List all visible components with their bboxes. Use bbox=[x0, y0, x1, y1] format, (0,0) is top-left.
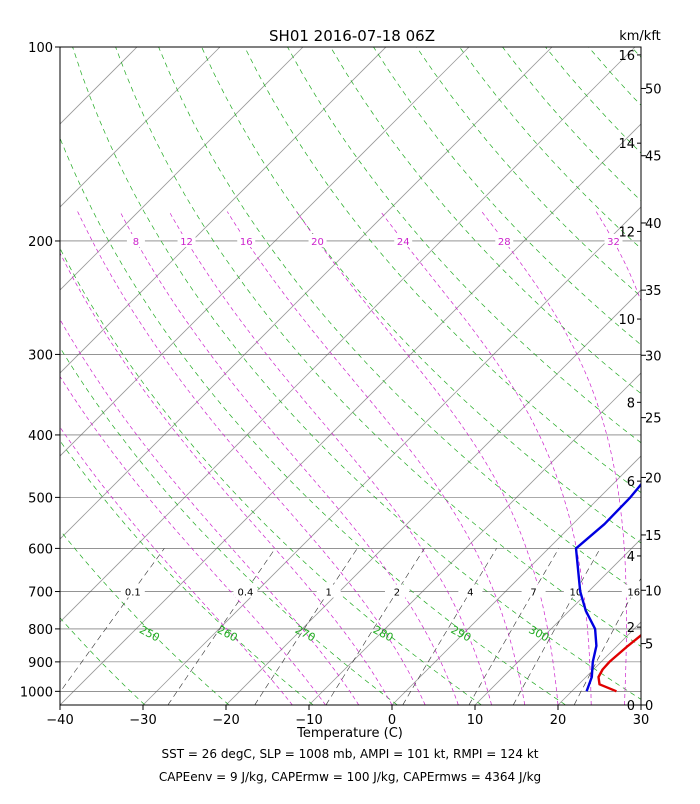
isotherm-line bbox=[143, 47, 700, 705]
dry-adiabat-line bbox=[632, 47, 700, 705]
kft-tick-label: 25 bbox=[645, 412, 662, 427]
moist-adiabat-label: 16 bbox=[240, 237, 253, 248]
isotherm-line bbox=[60, 47, 700, 705]
kft-tick-label: 0 bbox=[645, 699, 653, 714]
kft-tick-label: 30 bbox=[645, 349, 662, 364]
kft-tick-label: 50 bbox=[645, 82, 662, 97]
mixing-ratio-label: 4 bbox=[467, 588, 473, 599]
moist-adiabat-label: 20 bbox=[311, 237, 324, 248]
pressure-tick-label: 1000 bbox=[20, 685, 53, 700]
isotherm-line bbox=[641, 47, 700, 705]
pressure-tick-label: 900 bbox=[28, 656, 53, 671]
km-tick-label: 10 bbox=[618, 313, 635, 328]
mixing-ratio-label: 16 bbox=[627, 588, 640, 599]
kft-tick-label: 15 bbox=[645, 529, 662, 544]
height-axis-label: km/kft bbox=[619, 29, 661, 44]
moist-adiabat-label: 24 bbox=[397, 237, 410, 248]
x-tick-label: 20 bbox=[550, 713, 567, 728]
isotherm-line bbox=[475, 47, 700, 705]
kft-tick-label: 45 bbox=[645, 150, 662, 165]
pressure-tick-label: 200 bbox=[28, 235, 53, 250]
km-tick-label: 12 bbox=[618, 225, 635, 240]
pressure-tick-label: 500 bbox=[28, 491, 53, 506]
pressure-tick-label: 300 bbox=[28, 348, 53, 363]
isotherm-line bbox=[0, 47, 220, 705]
pressure-tick-label: 100 bbox=[28, 41, 53, 56]
kft-tick-label: 5 bbox=[645, 638, 653, 653]
x-tick-label: −30 bbox=[129, 713, 156, 728]
moist-adiabat-label: 12 bbox=[180, 237, 193, 248]
isotherm-line bbox=[0, 47, 552, 705]
km-tick-label: 4 bbox=[627, 550, 635, 565]
dry-adiabat-line bbox=[0, 47, 313, 705]
mixing-ratio-label: 1 bbox=[325, 588, 331, 599]
km-tick-label: 2 bbox=[627, 621, 635, 636]
kft-tick-label: 35 bbox=[645, 284, 662, 299]
plot-frame bbox=[60, 47, 641, 705]
pressure-tick-label: 800 bbox=[28, 623, 53, 638]
isotherm-line bbox=[0, 47, 386, 705]
dry-adiabat-line bbox=[503, 47, 700, 705]
mixing-ratio-label: 7 bbox=[530, 588, 536, 599]
moist-adiabat-line bbox=[120, 212, 458, 706]
kft-tick-label: 40 bbox=[645, 217, 662, 232]
mixing-ratio-label: 0.1 bbox=[125, 588, 141, 599]
dry-adiabat-line bbox=[0, 47, 145, 705]
x-tick-label: −40 bbox=[46, 713, 73, 728]
km-tick-label: 14 bbox=[618, 137, 635, 152]
kft-tick-label: 20 bbox=[645, 471, 662, 486]
dry-adiabat-line bbox=[675, 47, 700, 705]
km-tick-label: 6 bbox=[627, 475, 635, 490]
dry-adiabat-line bbox=[0, 47, 229, 705]
isotherm-line bbox=[0, 47, 137, 705]
x-tick-label: 30 bbox=[633, 713, 650, 728]
footer-line-1: SST = 26 degC, SLP = 1008 mb, AMPI = 101… bbox=[161, 747, 538, 761]
isotherm-line bbox=[0, 47, 469, 705]
dry-adiabat-line bbox=[30, 47, 566, 705]
kft-tick-label: 10 bbox=[645, 584, 662, 599]
pressure-tick-label: 600 bbox=[28, 542, 53, 557]
pressure-tick-label: 400 bbox=[28, 429, 53, 444]
moist-adiabat-line bbox=[691, 212, 700, 706]
isotherm-line bbox=[392, 47, 700, 705]
km-tick-label: 0 bbox=[627, 699, 635, 714]
chart-title: SH01 2016-07-18 06Z bbox=[269, 27, 435, 45]
x-tick-label: −20 bbox=[212, 713, 239, 728]
dry-adiabat-line bbox=[460, 47, 700, 705]
dry-adiabat-line bbox=[0, 47, 61, 705]
dry-adiabat-line bbox=[417, 47, 700, 705]
isotherm-line bbox=[0, 47, 54, 705]
mixing-ratio-label: 2 bbox=[394, 588, 400, 599]
pressure-tick-label: 700 bbox=[28, 586, 53, 601]
dry-adiabat-line bbox=[331, 47, 700, 705]
moist-adiabat-label: 8 bbox=[133, 237, 139, 248]
x-tick-label: 10 bbox=[467, 713, 484, 728]
mixing-ratio-label: 0.4 bbox=[237, 588, 253, 599]
x-axis-label: Temperature (C) bbox=[296, 726, 403, 741]
dry-adiabat-label: 250 bbox=[137, 623, 162, 644]
footer-line-2: CAPEenv = 9 J/kg, CAPErmw = 100 J/kg, CA… bbox=[159, 770, 541, 784]
moist-adiabat-label: 28 bbox=[498, 237, 511, 248]
km-tick-label: 8 bbox=[627, 396, 635, 411]
km-tick-label: 16 bbox=[618, 49, 635, 64]
dry-adiabat-line bbox=[589, 47, 700, 705]
dry-adiabat-line bbox=[0, 47, 481, 705]
dry-adiabat-label: 260 bbox=[215, 623, 240, 644]
dry-adiabat-label: 270 bbox=[293, 623, 318, 644]
dry-adiabat-label: 280 bbox=[371, 623, 396, 644]
moist-adiabat-line bbox=[381, 212, 592, 706]
isotherm-line bbox=[0, 47, 303, 705]
dry-adiabat-label: 290 bbox=[449, 623, 474, 644]
